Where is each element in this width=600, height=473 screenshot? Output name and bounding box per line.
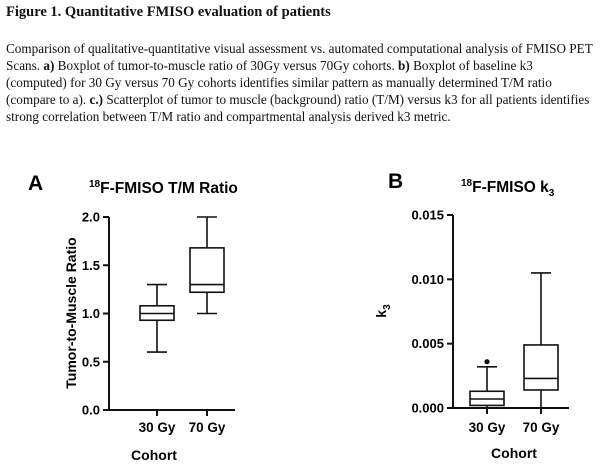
y-axis-label-subscript: 3: [382, 304, 393, 310]
chart-panel-a: A 18F-FMISO T/M Ratio 0.0 0.5 1.0 1.5 2.0Tumor…: [28, 172, 238, 463]
x-tick-label: 30 Gy: [139, 420, 176, 435]
y-tick-label: 0.015: [411, 208, 444, 223]
caption-text: Boxplot of tumor-to-muscle ratio of 30Gy…: [54, 58, 399, 73]
y-axis-label: k3: [373, 304, 393, 318]
chart-title: 18F-FMISO T/M Ratio: [89, 179, 238, 197]
chart-title-superscript: 18: [89, 179, 101, 190]
panel-label: A: [28, 172, 43, 195]
x-tick-label: 70 Gy: [523, 420, 560, 435]
figure-caption: Comparison of qualitative-quantitative v…: [6, 40, 596, 125]
y-tick-label: 1.5: [82, 258, 100, 273]
y-tick-label: 0.010: [411, 272, 444, 287]
y-tick-label: 0.005: [411, 336, 444, 351]
chart-title-subscript: 3: [549, 188, 555, 199]
y-tick-label: 0.000: [411, 401, 444, 416]
chart-title: 18F-FMISO k3: [461, 178, 555, 199]
caption-panel-ref: b): [398, 58, 410, 73]
x-tick-label: 70 Gy: [189, 420, 226, 435]
box-iqr: [523, 344, 559, 391]
chart-title-text: F-FMISO T/M Ratio: [100, 180, 238, 197]
x-axis-label: Cohort: [491, 445, 537, 461]
y-tick-label: 0.0: [82, 403, 100, 418]
box-outlier-point: [484, 359, 490, 365]
panel-label: B: [388, 170, 403, 193]
caption-text: Comparison of qualitative-quantitative v…: [6, 41, 593, 73]
y-tick-label: 0.5: [82, 354, 100, 369]
x-tick-label: 30 Gy: [469, 420, 506, 435]
y-axis-label-main: k: [373, 310, 389, 318]
figure-title: Figure 1. Quantitative FMISO evaluation …: [6, 4, 331, 20]
box-iqr: [189, 247, 225, 294]
chart-title-text: F-FMISO k: [472, 179, 549, 196]
y-tick-label: 2.0: [82, 210, 100, 225]
y-axis-label: Tumor-to-Muscle Ratio: [63, 237, 79, 388]
caption-text: Scatterplot of tumor to muscle (backgrou…: [6, 92, 590, 124]
caption-panel-ref: c.): [89, 92, 104, 107]
x-axis-label: Cohort: [131, 447, 177, 463]
caption-panel-ref: a): [43, 58, 55, 73]
chart-title-superscript: 18: [461, 178, 473, 189]
caption-text: Boxplot of baseline k3 (computed) for 30…: [6, 58, 552, 107]
y-tick-label: 1.0: [82, 306, 100, 321]
